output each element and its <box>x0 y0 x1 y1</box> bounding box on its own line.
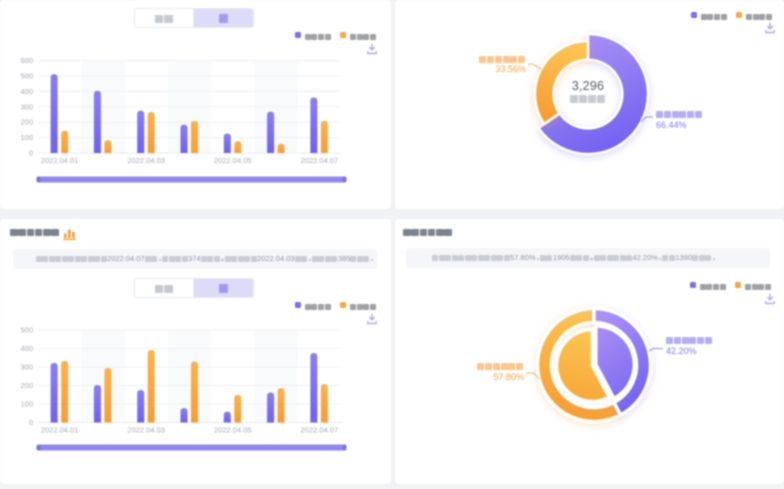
svg-text:2022.04.03: 2022.04.03 <box>127 426 165 435</box>
svg-text:2022.04.05: 2022.04.05 <box>214 156 252 165</box>
svg-text:2022.04.07: 2022.04.07 <box>301 156 339 165</box>
svg-text:2022.04.05: 2022.04.05 <box>214 426 252 435</box>
svg-text:200: 200 <box>20 118 33 127</box>
svg-text:400: 400 <box>20 344 33 353</box>
svg-text:0: 0 <box>29 149 33 158</box>
svg-text:0: 0 <box>29 418 33 427</box>
svg-text:400: 400 <box>20 87 33 96</box>
svg-text:300: 300 <box>20 102 33 111</box>
svg-text:600: 600 <box>20 56 33 65</box>
svg-text:2022.04.03: 2022.04.03 <box>127 156 165 165</box>
svg-text:2022.04.07: 2022.04.07 <box>301 426 339 435</box>
svg-text:100: 100 <box>20 133 33 142</box>
svg-text:300: 300 <box>20 363 33 372</box>
svg-text:200: 200 <box>20 381 33 390</box>
svg-text:2022.04.01: 2022.04.01 <box>41 156 79 165</box>
svg-text:500: 500 <box>20 326 33 335</box>
svg-text:2022.04.01: 2022.04.01 <box>41 426 79 435</box>
svg-text:100: 100 <box>20 400 33 409</box>
svg-text:500: 500 <box>20 72 33 81</box>
